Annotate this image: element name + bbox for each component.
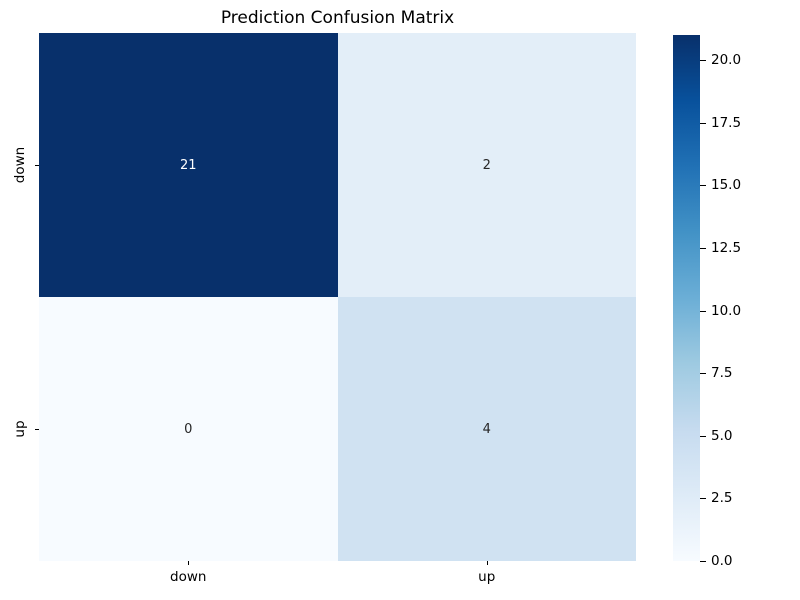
cell-value: 0 bbox=[184, 421, 193, 437]
heatmap-cell-up-down: 0 bbox=[39, 297, 338, 561]
colorbar-tick-mark bbox=[700, 561, 706, 562]
chart-title: Prediction Confusion Matrix bbox=[220, 8, 455, 28]
heatmap-cell-down-down: 21 bbox=[39, 33, 338, 297]
x-tick-mark bbox=[486, 561, 488, 565]
heatmap-cell-up-up: 4 bbox=[337, 297, 636, 561]
colorbar-tick-label: 7.5 bbox=[711, 365, 733, 382]
x-tick-label-up: up bbox=[478, 569, 496, 585]
colorbar-tick-label: 2.5 bbox=[711, 490, 733, 507]
y-tick-label-up: up bbox=[12, 420, 28, 438]
colorbar-tick-mark bbox=[700, 498, 706, 500]
x-tick-label-down: down bbox=[170, 569, 207, 585]
colorbar-tick-mark bbox=[700, 185, 706, 187]
colorbar-tick-label: 20.0 bbox=[711, 52, 742, 69]
colorbar bbox=[673, 35, 700, 561]
colorbar-tick-label: 5.0 bbox=[711, 427, 733, 444]
cell-value: 4 bbox=[482, 421, 491, 437]
colorbar-tick-mark bbox=[700, 122, 706, 124]
y-tick-mark bbox=[35, 429, 39, 430]
colorbar-tick-label: 10.0 bbox=[711, 302, 742, 319]
heatmap-cell-down-up: 2 bbox=[337, 33, 636, 297]
heatmap: 21 2 0 4 bbox=[39, 33, 636, 561]
y-tick-mark bbox=[35, 165, 39, 166]
colorbar-tick-mark bbox=[700, 247, 706, 249]
colorbar-tick-mark bbox=[700, 60, 706, 62]
colorbar-tick-label: 0.0 bbox=[711, 553, 733, 569]
colorbar-tick-mark bbox=[700, 310, 706, 312]
colorbar-tick-mark bbox=[700, 435, 706, 437]
cell-value: 2 bbox=[482, 157, 491, 173]
cell-value: 21 bbox=[179, 157, 197, 173]
colorbar-tick-label: 15.0 bbox=[711, 177, 742, 194]
x-tick-mark bbox=[188, 561, 190, 565]
colorbar-tick-label: 17.5 bbox=[711, 114, 742, 131]
colorbar-tick-label: 12.5 bbox=[711, 239, 742, 256]
y-tick-label-down: down bbox=[12, 146, 28, 184]
colorbar-tick-mark bbox=[700, 373, 706, 375]
